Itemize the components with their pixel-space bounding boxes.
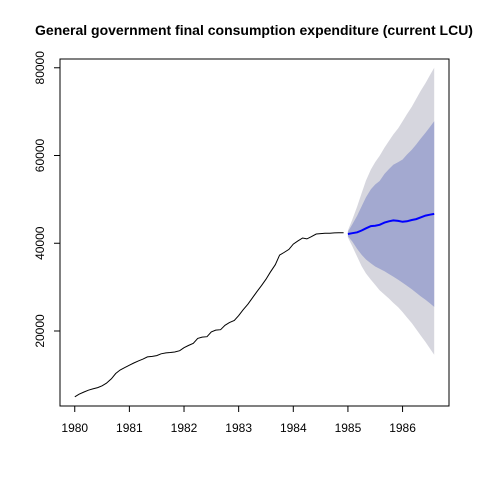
plot-frame [59,58,450,407]
x-tick-label: 1985 [335,421,362,435]
x-tick-label: 1980 [61,421,88,435]
y-tick-label: 40000 [33,226,47,260]
prediction-band-80-layer [347,121,435,307]
x-tick-label: 1983 [225,421,252,435]
x-tick-label: 1981 [116,421,143,435]
x-tick-label: 1986 [389,421,416,435]
forecast-series-line [347,212,435,235]
prediction-band-80 [347,121,435,307]
y-tick-label: 20000 [33,314,47,348]
chart-title: General government final consumption exp… [35,22,473,38]
y-tick-label: 60000 [33,139,47,173]
x-tick-label: 1982 [171,421,198,435]
series-lines-layer [74,212,435,398]
x-tick-label: 1984 [280,421,307,435]
y-axis: 20000 40000 60000 80000 [33,51,60,348]
y-tick-label: 80000 [33,51,47,85]
history-series-line [74,232,344,398]
x-axis: 1980 1981 1982 1983 1984 1985 1986 [61,406,416,435]
